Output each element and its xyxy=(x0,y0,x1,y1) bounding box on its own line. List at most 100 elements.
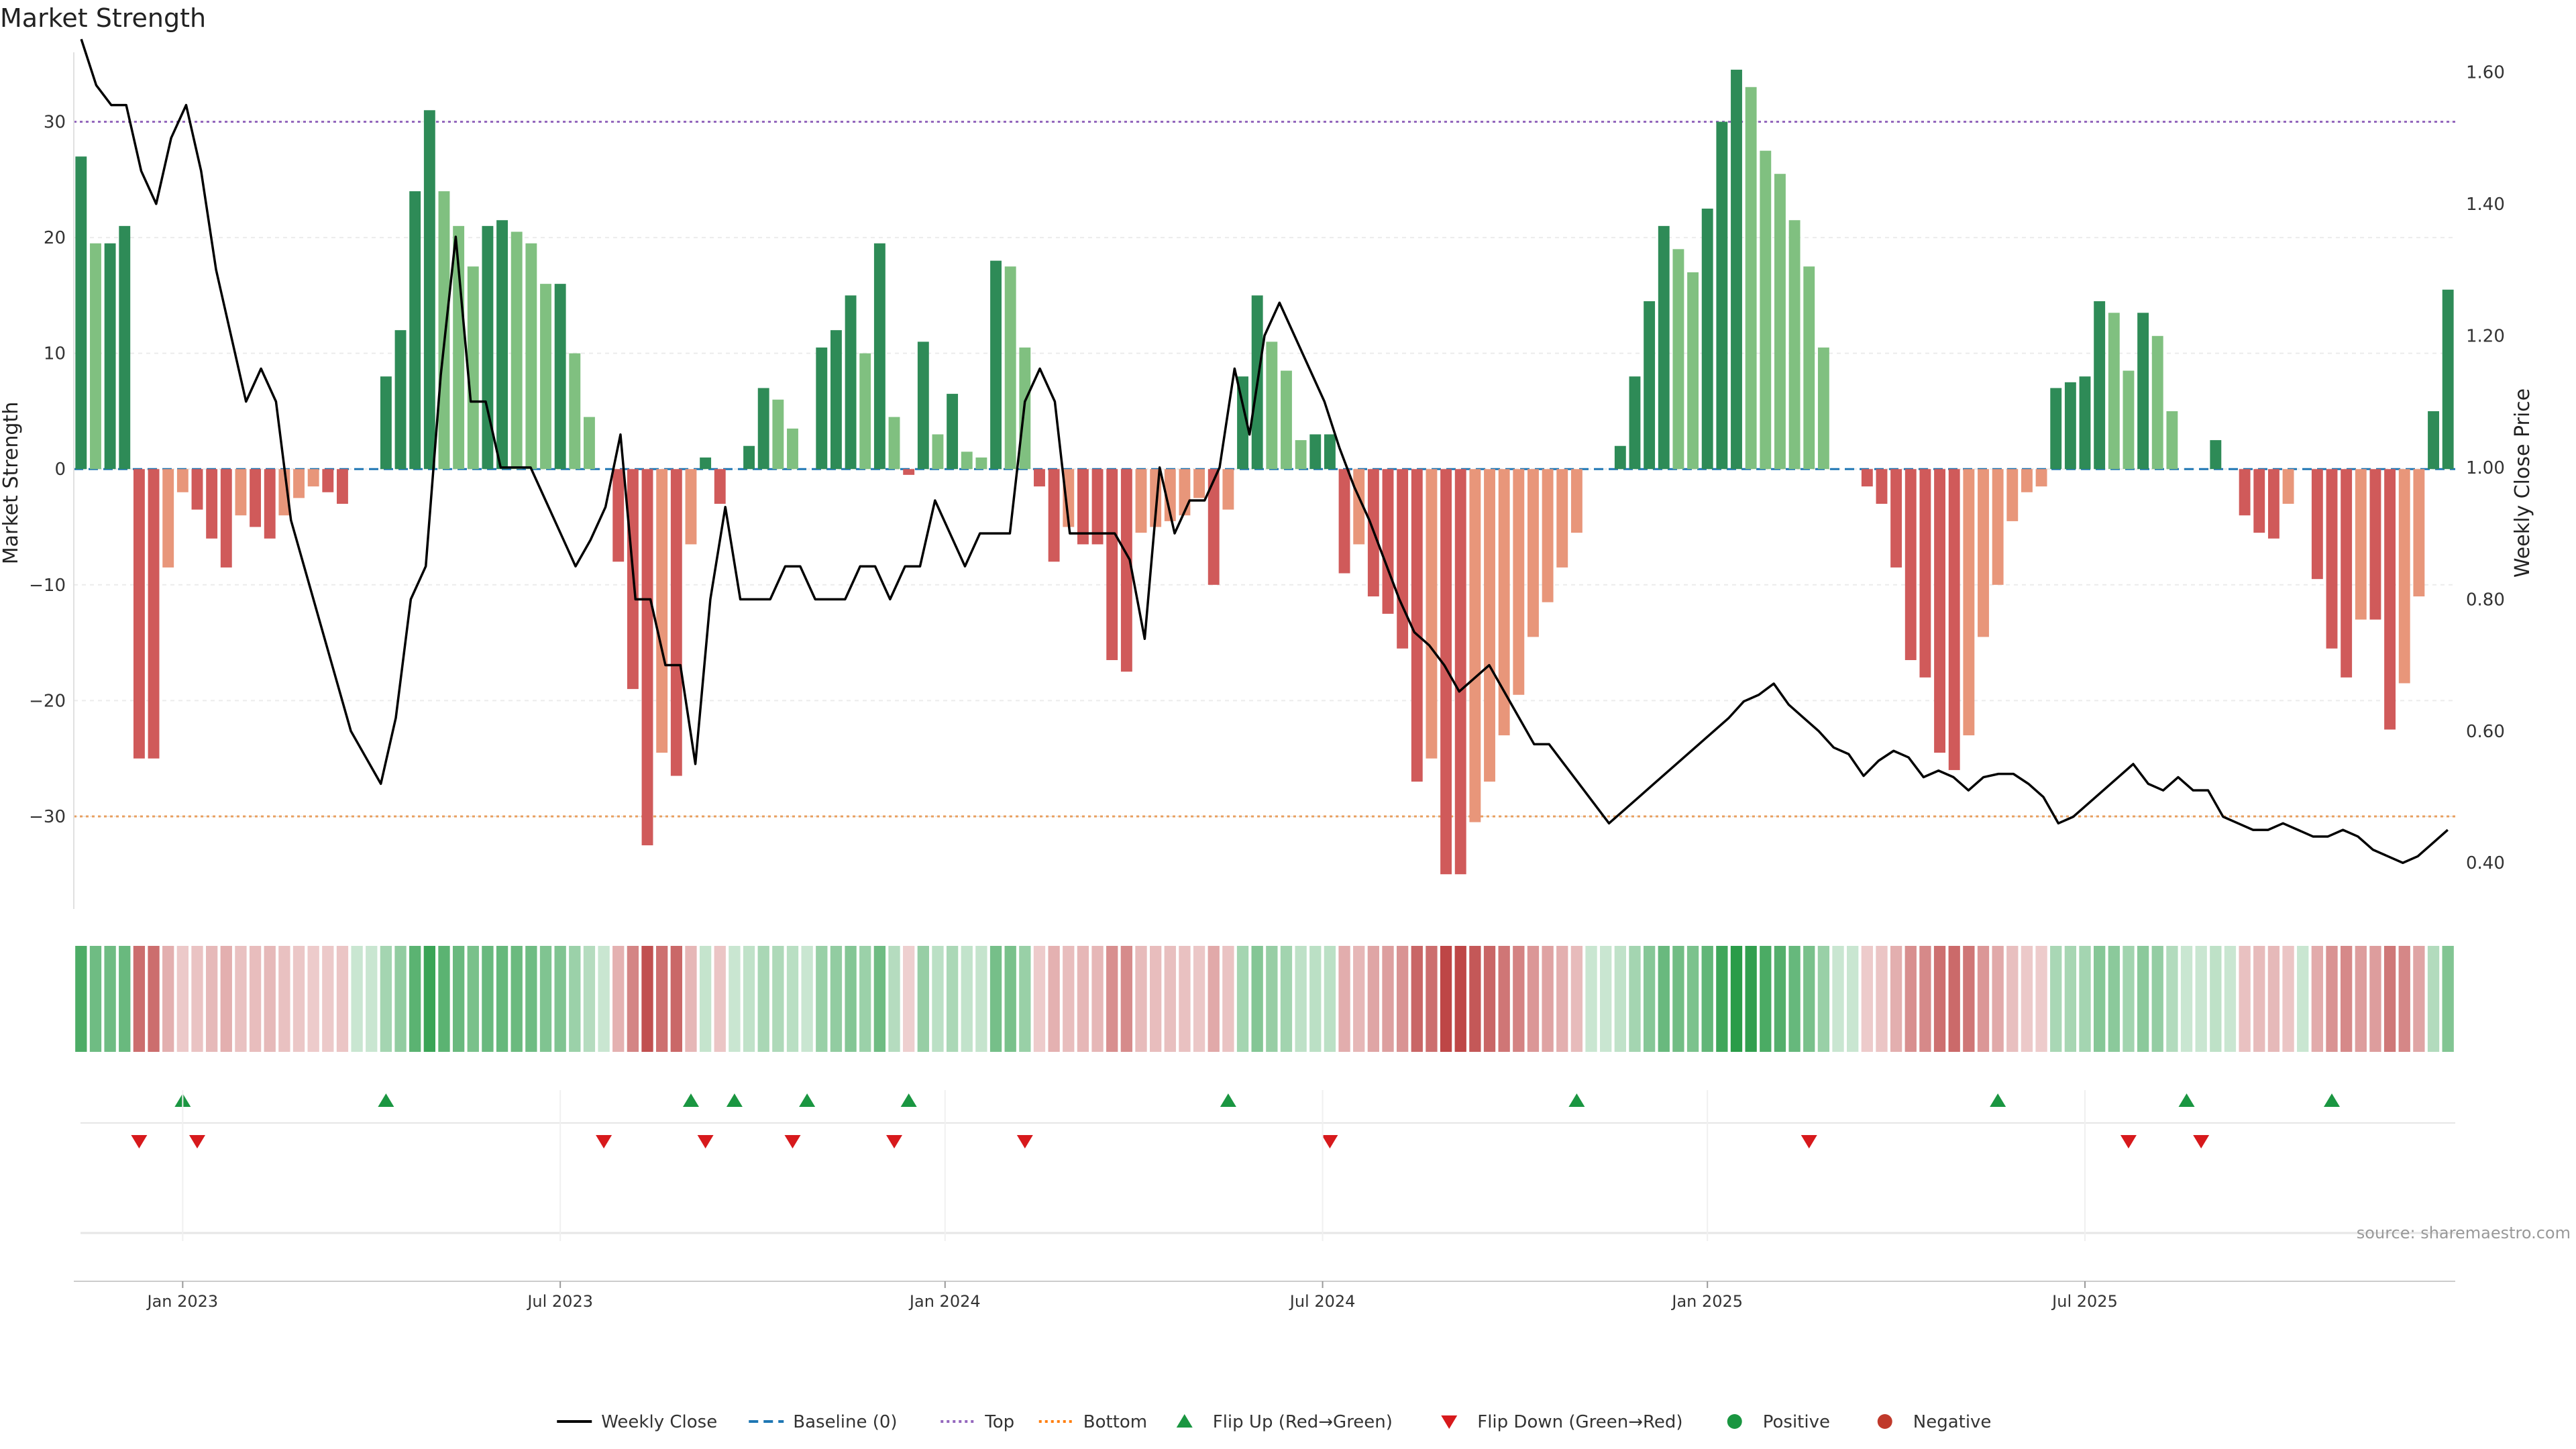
heat-cell xyxy=(1396,946,1409,1052)
chart-title: Market Strength xyxy=(0,3,206,33)
heat-cell xyxy=(307,946,319,1052)
heat-cell xyxy=(1382,946,1394,1052)
strength-bar xyxy=(540,284,551,470)
heat-cell xyxy=(1992,946,2004,1052)
strength-bar xyxy=(2050,388,2062,470)
heat-cell xyxy=(2224,946,2237,1052)
legend-item: Weekly Close xyxy=(557,1412,717,1432)
y-tick-label: 10 xyxy=(44,344,66,364)
heat-cell xyxy=(1120,946,1133,1052)
flip-down-marker xyxy=(886,1135,903,1148)
weekly-close-line xyxy=(80,38,2449,864)
strength-bar xyxy=(322,469,334,492)
heat-cell xyxy=(2079,946,2091,1052)
strength-bar xyxy=(104,243,116,470)
heat-cell xyxy=(1527,946,1540,1052)
strength-bar xyxy=(1266,341,1278,470)
strength-bar xyxy=(2267,469,2279,539)
heat-cell xyxy=(2137,946,2149,1052)
x-tick-label: Jul 2023 xyxy=(526,1292,593,1311)
heat-cell xyxy=(1876,946,1888,1052)
flip-up-marker xyxy=(1990,1093,2006,1107)
flip-up-marker xyxy=(799,1093,816,1107)
source-label: source: sharemaestro.com xyxy=(2357,1224,2571,1242)
heat-cell xyxy=(903,946,915,1052)
strength-bar xyxy=(1803,266,1815,470)
heat-cell xyxy=(1179,946,1191,1052)
legend-label: Baseline (0) xyxy=(793,1412,897,1432)
strength-bar xyxy=(1542,469,1554,602)
heat-cell xyxy=(2094,946,2106,1052)
flip-markers xyxy=(80,1093,2455,1234)
strength-bar xyxy=(700,457,712,470)
heat-cell xyxy=(598,946,610,1052)
strength-bar xyxy=(2384,469,2396,730)
strength-bar xyxy=(932,434,944,470)
flip-down-marker xyxy=(697,1135,714,1148)
strength-bar xyxy=(1135,469,1147,533)
legend-swatch xyxy=(1176,1414,1193,1428)
strength-bar xyxy=(612,469,625,562)
strength-bar xyxy=(278,469,290,516)
strength-bar xyxy=(670,469,682,776)
heat-cell xyxy=(1266,946,1278,1052)
strength-bar xyxy=(641,469,653,846)
strength-bar xyxy=(1034,469,1045,487)
heat-cell xyxy=(1309,946,1322,1052)
strength-bar xyxy=(2123,370,2135,470)
heat-cell xyxy=(1063,946,1075,1052)
strength-bar xyxy=(1963,469,1975,736)
strength-bar xyxy=(1091,469,1104,545)
strength-bar xyxy=(2326,469,2338,649)
strength-bar xyxy=(293,469,305,498)
heat-cell xyxy=(641,946,653,1052)
heat-cell xyxy=(1048,946,1060,1052)
strength-bar xyxy=(1876,469,1888,504)
heat-cell xyxy=(1701,946,1713,1052)
heat-cell xyxy=(1817,946,1830,1052)
strength-bar xyxy=(206,469,218,539)
flip-up-marker xyxy=(900,1093,917,1107)
strength-bar xyxy=(380,376,392,470)
heat-cell xyxy=(2151,946,2163,1052)
heat-cell xyxy=(2253,946,2265,1052)
heat-cell xyxy=(786,946,799,1052)
strength-bar xyxy=(1890,469,1902,568)
x-tick-label: Jan 2023 xyxy=(146,1292,218,1311)
heat-cell xyxy=(2282,946,2294,1052)
strength-bar xyxy=(656,469,668,753)
heat-cell xyxy=(612,946,625,1052)
strength-bar xyxy=(961,451,973,470)
strength-bar xyxy=(2137,313,2149,470)
strength-bar xyxy=(1004,266,1016,470)
y2-tick-label: 0.40 xyxy=(2466,853,2505,873)
heat-cell xyxy=(1643,946,1656,1052)
heat-cell xyxy=(670,946,682,1052)
heat-cell xyxy=(119,946,131,1052)
flip-up-marker xyxy=(2324,1093,2341,1107)
heat-cell xyxy=(423,946,435,1052)
legend-item: Negative xyxy=(1877,1412,1992,1432)
strength-bar xyxy=(1309,434,1322,470)
y-tick-label: −20 xyxy=(29,691,66,711)
heat-cell xyxy=(496,946,508,1052)
legend-label: Weekly Close xyxy=(601,1412,717,1432)
axes: 30 20 10 0 −10 −20 −30 1.60 1.40 1.20 1.00 0.80 0.60… xyxy=(29,52,2505,909)
heat-cell xyxy=(2210,946,2222,1052)
strength-bar xyxy=(1440,469,1452,875)
y2-axis-label: Weekly Close Price xyxy=(2511,388,2534,578)
legend-label: Negative xyxy=(1913,1412,1992,1432)
strength-bar xyxy=(1992,469,2004,585)
heat-cell xyxy=(1498,946,1510,1052)
strength-bar xyxy=(975,457,987,470)
heat-cell xyxy=(1469,946,1481,1052)
strength-bar xyxy=(307,469,319,487)
legend-label: Top xyxy=(984,1412,1014,1432)
heat-cell xyxy=(2369,946,2381,1052)
heat-cell xyxy=(1570,946,1583,1052)
strength-bar xyxy=(1978,469,1989,637)
legend-label: Positive xyxy=(1763,1412,1830,1432)
heat-cell xyxy=(2355,946,2367,1052)
heat-cell xyxy=(191,946,203,1052)
strength-bar xyxy=(1774,174,1786,470)
